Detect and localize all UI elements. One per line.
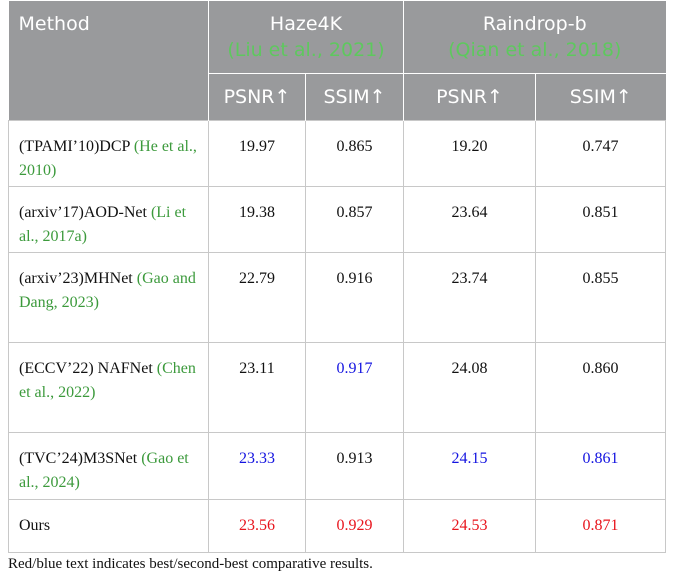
method-citation: (Gao and Dang, 2023) [19,270,196,311]
value-cell: 0.929 [305,499,404,553]
value-cell: 23.64 [403,186,536,253]
table-row: Ours 23.56 0.929 24.53 0.871 [8,499,667,553]
metric-header: PSNR↑ [403,73,536,121]
metric-header: SSIM↑ [305,73,404,121]
value-cell: 24.08 [403,342,536,433]
value-cell: 0.860 [534,342,667,433]
method-name: (ECCV’22) NAFNet [19,360,153,377]
value-cell: 0.917 [305,342,404,433]
value-cell: 19.97 [208,120,306,187]
value-cell: 19.38 [208,186,306,253]
method-cell: Ours [8,499,209,553]
value-cell: 0.916 [305,252,404,343]
method-cell: (arxiv’23)MHNet (Gao and Dang, 2023) [8,252,209,343]
results-table: Method Haze4K (Liu et al., 2021) Raindrop… [8,0,667,553]
method-cell: (TPAMI’10)DCP (He et al., 2010) [8,120,209,187]
table-row: (arxiv’17)AOD-Net (Li et al., 2017a) 19.3… [8,186,667,253]
method-citation: (He et al., 2010) [19,138,197,179]
group-name: Haze4K [269,13,343,35]
method-cell: (arxiv’17)AOD-Net (Li et al., 2017a) [8,186,209,253]
method-header: Method [8,0,209,121]
value-cell: 0.865 [305,120,404,187]
value-cell: 19.20 [403,120,536,187]
value-cell: 0.871 [534,499,667,553]
method-citation: (Chen et al., 2022) [19,360,196,401]
method-cell: (ECCV’22) NAFNet (Chen et al., 2022) [8,342,209,433]
metric-header: SSIM↑ [534,73,666,121]
value-cell: 0.913 [305,432,404,500]
method-name: (TVC’24)M3SNet [19,450,138,467]
table-row: (TVC’24)M3SNet (Gao et al., 2024) 23.33 0.… [8,432,667,500]
table-header: Method Haze4K (Liu et al., 2021) Raindrop… [8,0,666,121]
method-citation: (Gao et al., 2024) [19,450,189,491]
value-cell: 23.33 [208,432,306,500]
metric-header: PSNR↑ [208,73,306,121]
group-citation: (Qian et al., 2018) [448,39,622,61]
header-row: Method Haze4K (Liu et al., 2021) Raindrop… [8,0,666,121]
method-name: (arxiv’23)MHNet [19,270,133,287]
method-name: (TPAMI’10)DCP [19,138,130,155]
value-cell: 23.74 [403,252,536,343]
value-cell: 24.53 [403,499,536,553]
group-citation: (Liu et al., 2021) [227,39,385,61]
table-row: (arxiv’23)MHNet (Gao and Dang, 2023) 22.7… [8,252,667,343]
footnote: Red/blue text indicates best/second-best… [8,556,373,572]
group-header: Raindrop-b (Qian et al., 2018) [402,0,666,74]
value-cell: 0.857 [305,186,404,253]
table-row: (TPAMI’10)DCP (He et al., 2010) 19.97 0.86… [8,120,667,187]
group-name: Raindrop-b [482,13,587,35]
method-name: Ours [19,517,51,534]
group-header: Haze4K (Liu et al., 2021) [208,0,404,74]
table-body: (TPAMI’10)DCP (He et al., 2010) 19.97 0.86… [8,120,667,553]
value-cell: 0.851 [534,186,667,253]
value-cell: 23.56 [208,499,306,553]
value-cell: 0.855 [534,252,667,343]
value-cell: 24.15 [403,432,536,500]
method-cell: (TVC’24)M3SNet (Gao et al., 2024) [8,432,209,500]
table-row: (ECCV’22) NAFNet (Chen et al., 2022) 23.1… [8,342,667,433]
value-cell: 0.861 [534,432,667,500]
method-name: (arxiv’17)AOD-Net [19,204,147,221]
method-citation: (Li et al., 2017a) [19,204,187,245]
value-cell: 0.747 [534,120,667,187]
value-cell: 23.11 [208,342,306,433]
metric-row: PSNR↑ SSIM↑ PSNR↑ SSIM↑ [9,73,666,121]
value-cell: 22.79 [208,252,306,343]
